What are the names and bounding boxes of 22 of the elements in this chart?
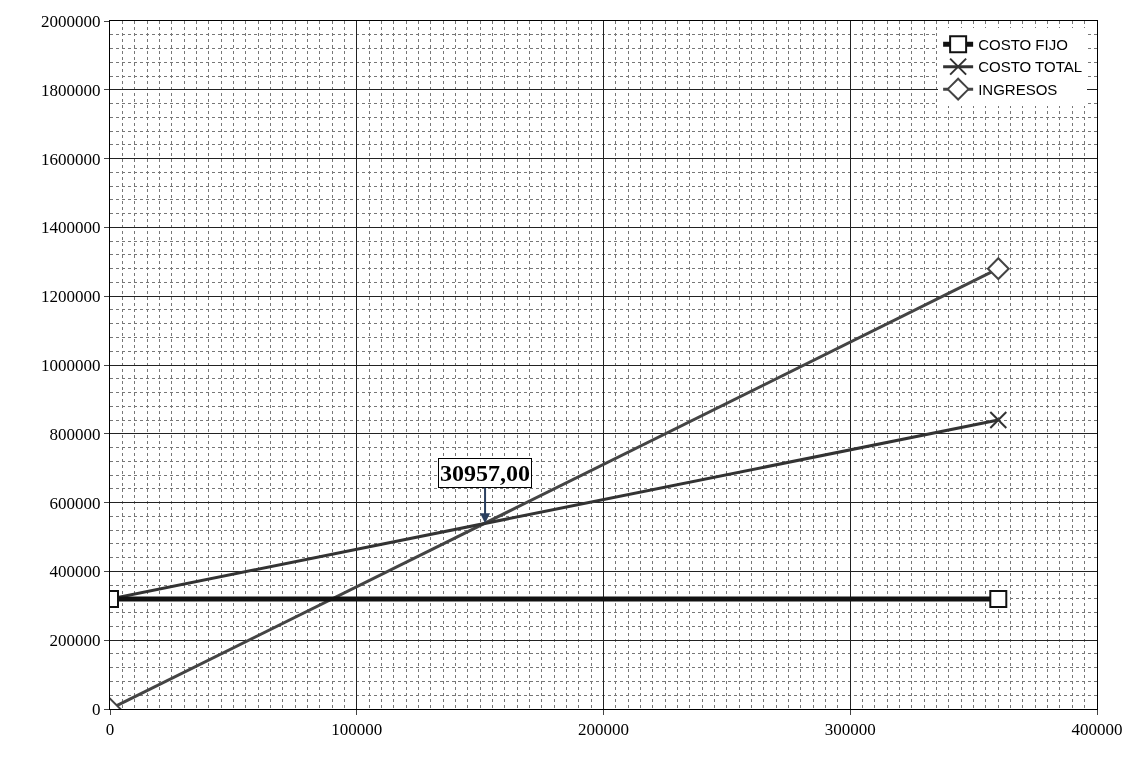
point <box>986 257 1010 281</box>
x-tick-label: 100000 <box>331 720 383 740</box>
y-tick-label: 2000000 <box>41 11 101 31</box>
legend-label: INGRESOS <box>978 80 1058 98</box>
y-tick-label: 800000 <box>49 424 101 444</box>
x-tick-label: 0 <box>105 720 115 740</box>
x-tick-label: 300000 <box>824 720 876 740</box>
y-tick-label: 400000 <box>49 562 101 582</box>
annotation: 30957,00 <box>440 460 530 486</box>
legend-label: COSTO TOTAL <box>978 58 1083 76</box>
legend-label: COSTO FIJO <box>978 35 1068 53</box>
y-tick-label: 1000000 <box>41 355 101 375</box>
x-tick-label: 200000 <box>578 720 629 740</box>
y-tick-label: 200000 <box>49 631 101 651</box>
x-tick-label: 400000 <box>1071 720 1123 740</box>
y-tick-label: 1800000 <box>41 80 101 100</box>
y-tick-label: 600000 <box>49 493 101 513</box>
point <box>989 411 1008 430</box>
y-tick-label: 0 <box>92 699 101 719</box>
y-tick-label: 1400000 <box>41 218 101 238</box>
y-tick-label: 1600000 <box>41 149 101 169</box>
y-tick-label: 1200000 <box>41 287 101 307</box>
